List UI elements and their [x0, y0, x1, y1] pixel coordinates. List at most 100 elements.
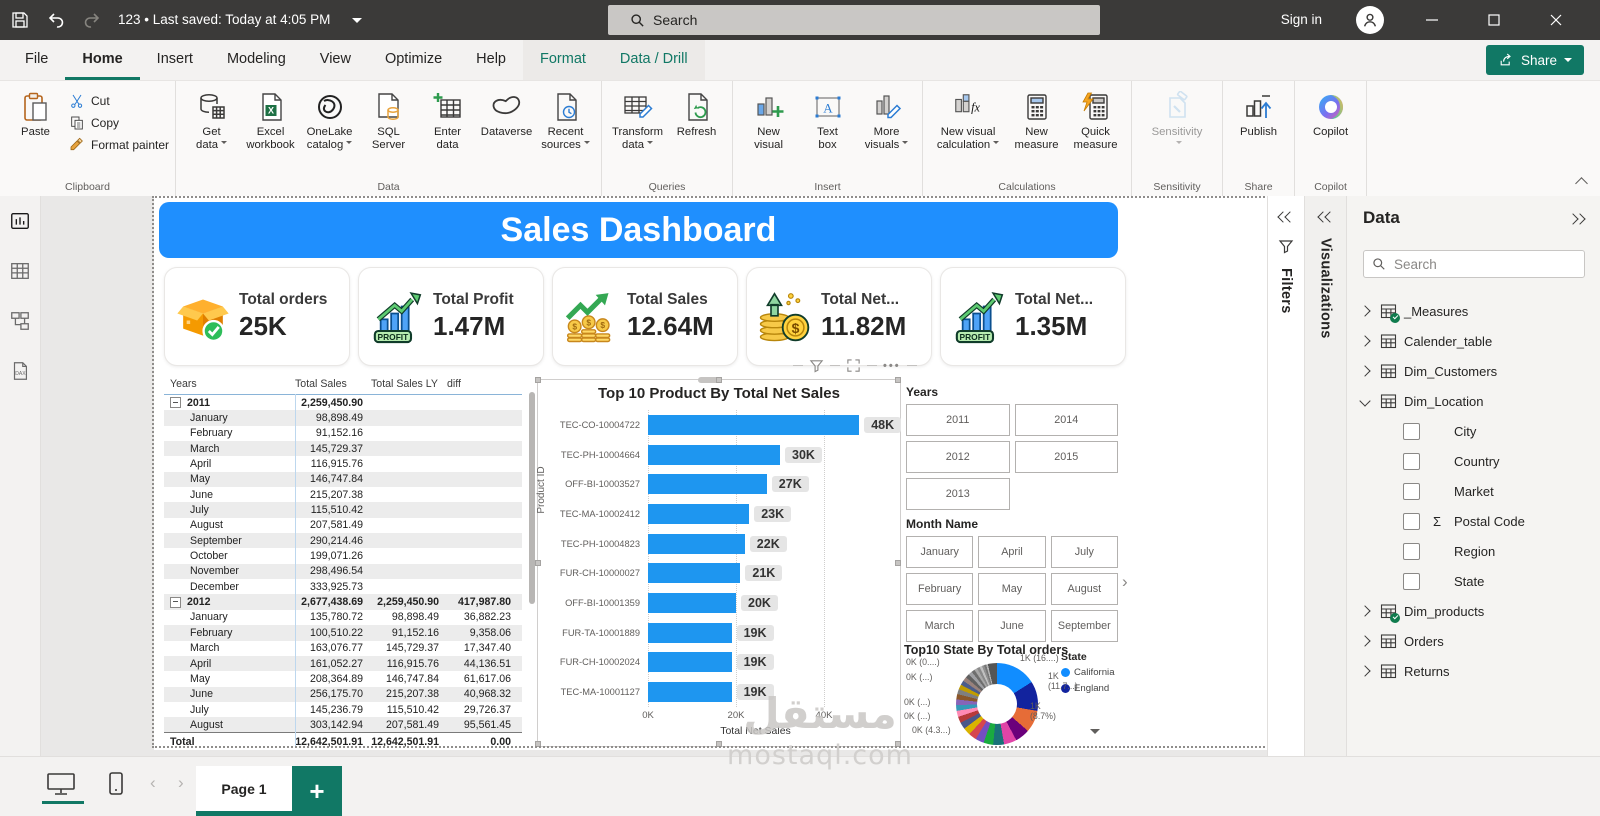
visualizations-pane-collapsed[interactable]: Visualizations: [1304, 196, 1346, 756]
month-option-july[interactable]: July: [1050, 536, 1118, 568]
bar[interactable]: [648, 682, 732, 703]
month-option-april[interactable]: April: [978, 536, 1046, 568]
month-option-may[interactable]: May: [978, 573, 1046, 605]
report-view-icon[interactable]: [9, 210, 31, 232]
ribbon-paste-button[interactable]: Paste: [6, 87, 65, 153]
redo-icon[interactable]: [82, 10, 102, 30]
ribbon-publish-button[interactable]: Publish: [1229, 87, 1288, 139]
filter-icon[interactable]: [809, 358, 824, 373]
bar[interactable]: [648, 503, 750, 524]
matrix-row[interactable]: November 298,496.54: [164, 563, 522, 580]
data-field-city[interactable]: ΣCity: [1347, 416, 1600, 446]
ribbon-copy-button[interactable]: Copy: [69, 115, 169, 131]
ribbon-recent-sources-button[interactable]: Recent sources: [536, 87, 595, 152]
filters-pane-collapsed[interactable]: Filters: [1267, 196, 1304, 756]
account-avatar[interactable]: [1356, 6, 1384, 34]
chevron-right-icon[interactable]: [1359, 665, 1371, 677]
data-field-region[interactable]: ΣRegion: [1347, 536, 1600, 566]
data-table-measures[interactable]: _Measures: [1347, 296, 1600, 326]
chevron-right-icon[interactable]: [1359, 605, 1371, 617]
donut-chart-visual[interactable]: Top10 State By Total orders State Califo…: [904, 643, 1122, 747]
matrix-row[interactable]: January 135,780.72 98,898.49 36,882.23: [164, 610, 522, 625]
matrix-row[interactable]: February 91,152.16: [164, 426, 522, 441]
menu-item-help[interactable]: Help: [476, 51, 506, 67]
year-option-2015[interactable]: 2015: [1014, 441, 1118, 473]
matrix-header-total-sales[interactable]: Total Sales: [295, 378, 347, 390]
more-options-icon[interactable]: •••: [883, 359, 901, 372]
collapse-row-icon[interactable]: [170, 397, 181, 409]
checkbox[interactable]: [1403, 512, 1420, 530]
ribbon-dataverse-button[interactable]: Dataverse: [477, 87, 536, 139]
bar[interactable]: [648, 533, 745, 554]
data-table-orders[interactable]: Orders: [1347, 626, 1600, 656]
close-button[interactable]: [1546, 10, 1566, 30]
model-view-icon[interactable]: [9, 310, 31, 332]
matrix-row[interactable]: January 98,898.49: [164, 410, 522, 426]
data-field-postal-code[interactable]: Σ Postal Code: [1347, 506, 1600, 536]
year-option-2014[interactable]: 2014: [1014, 404, 1118, 436]
selection-handle[interactable]: [895, 377, 901, 383]
menu-item-view[interactable]: View: [319, 51, 351, 67]
ribbon-excel-workbook-button[interactable]: X Excel workbook: [241, 87, 300, 152]
focus-mode-icon[interactable]: [846, 358, 861, 373]
ribbon-get-data-button[interactable]: Get data: [182, 87, 241, 152]
ribbon-cut-button[interactable]: Cut: [69, 93, 169, 109]
bar[interactable]: [648, 474, 767, 495]
data-table-returns[interactable]: Returns: [1347, 656, 1600, 686]
selection-handle[interactable]: [535, 741, 541, 747]
matrix-row[interactable]: August 303,142.94 207,581.49 95,561.45: [164, 717, 522, 732]
ribbon-refresh-button[interactable]: Refresh: [667, 87, 726, 139]
desktop-layout-icon[interactable]: [46, 771, 76, 795]
kpi-card-total-sales-2[interactable]: $ $ $ Total Sales 12.64M: [552, 267, 738, 366]
bar[interactable]: [648, 414, 860, 435]
data-table-dim-products[interactable]: Dim_products: [1347, 596, 1600, 626]
matrix-header-years[interactable]: Years: [170, 378, 197, 390]
chevron-right-icon[interactable]: [1359, 365, 1371, 377]
month-option-february[interactable]: February: [906, 573, 974, 605]
ribbon-sql-server-button[interactable]: SQL Server: [359, 87, 418, 152]
month-slicer[interactable]: Month Name January April July February May Au…: [906, 517, 1118, 642]
drag-handle[interactable]: [698, 377, 722, 383]
selection-handle[interactable]: [716, 741, 722, 747]
legend-item-california[interactable]: California: [1061, 667, 1115, 678]
matrix-row[interactable]: August 207,581.49: [164, 518, 522, 533]
kpi-card-total-profit-1[interactable]: PROFIT Total Profit 1.47M: [358, 267, 544, 366]
bar[interactable]: [648, 444, 780, 465]
collapse-row-icon[interactable]: [170, 596, 181, 608]
data-field-country[interactable]: ΣCountry: [1347, 446, 1600, 476]
slicer-scroll-right-icon[interactable]: ›: [1122, 572, 1128, 591]
minimize-button[interactable]: [1422, 10, 1442, 30]
legend-scroll-down-icon[interactable]: [1090, 729, 1100, 739]
month-option-january[interactable]: January: [906, 536, 974, 568]
report-canvas[interactable]: Sales Dashboard Total orders 25K PROFIT Tot…: [41, 196, 1267, 756]
matrix-row[interactable]: April 116,915.76: [164, 456, 522, 471]
data-table-dim-customers[interactable]: Dim_Customers: [1347, 356, 1600, 386]
year-option-2012[interactable]: 2012: [906, 441, 1010, 473]
year-option-2011[interactable]: 2011: [906, 404, 1010, 436]
matrix-row[interactable]: March 145,729.37: [164, 441, 522, 457]
legend-item-england[interactable]: England: [1061, 683, 1115, 694]
bar-chart-visual[interactable]: Top 10 Product By Total Net Sales Produc…: [535, 377, 902, 747]
share-button[interactable]: Share: [1485, 45, 1584, 75]
data-table-dim-location[interactable]: Dim_Location: [1347, 386, 1600, 416]
ribbon-text-box-button[interactable]: A Text box: [798, 87, 857, 152]
previous-page-icon[interactable]: ‹: [150, 773, 156, 792]
bar[interactable]: [648, 652, 732, 673]
checkbox[interactable]: [1403, 422, 1420, 440]
matrix-row[interactable]: April 161,052.27 116,915.76 44,136.51: [164, 655, 522, 672]
menu-item-file[interactable]: File: [25, 51, 49, 67]
month-option-august[interactable]: August: [1050, 573, 1118, 605]
matrix-row[interactable]: 2011 2,259,450.90: [164, 395, 522, 410]
ribbon-copilot-button[interactable]: Copilot: [1301, 87, 1360, 139]
collapse-data-pane-icon[interactable]: [1570, 212, 1584, 226]
matrix-row[interactable]: May 146,747.84: [164, 471, 522, 488]
matrix-row[interactable]: March 163,076.77 145,729.37 17,347.40: [164, 641, 522, 656]
bar[interactable]: [648, 622, 732, 643]
menu-item-optimize[interactable]: Optimize: [384, 51, 443, 67]
month-option-june[interactable]: June: [978, 610, 1046, 642]
selection-handle[interactable]: [716, 377, 722, 383]
bar[interactable]: [648, 592, 736, 613]
matrix-visual[interactable]: Years Total Sales Total Sales LY diff 2011 2,…: [164, 374, 522, 748]
matrix-row[interactable]: July 145,236.79 115,510.42 29,726.37: [164, 702, 522, 717]
selection-handle[interactable]: [895, 560, 901, 566]
